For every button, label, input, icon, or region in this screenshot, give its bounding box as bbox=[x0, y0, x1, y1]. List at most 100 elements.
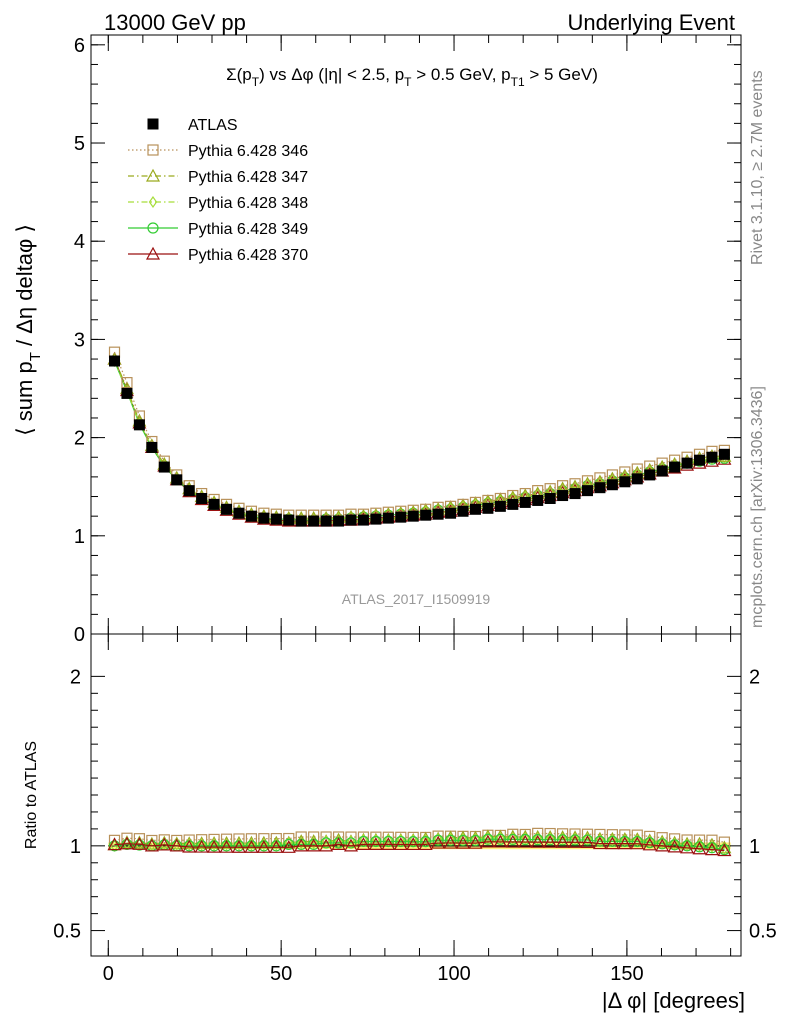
legend-marker bbox=[145, 246, 161, 260]
data-point bbox=[382, 512, 394, 524]
ratio-point bbox=[308, 831, 320, 843]
ratio-point bbox=[508, 832, 518, 845]
header-right: Underlying Event bbox=[567, 10, 735, 35]
ratio-point bbox=[482, 833, 494, 845]
ratio-point bbox=[704, 842, 719, 856]
series-line bbox=[113, 351, 725, 516]
data-point bbox=[283, 514, 295, 526]
ratio-y-tick-label: 0.5 bbox=[53, 921, 81, 943]
data-point bbox=[619, 476, 631, 488]
data-point bbox=[581, 485, 593, 497]
ratio-point bbox=[521, 832, 530, 845]
ratio-series-layer bbox=[107, 827, 732, 857]
ratio-point bbox=[496, 831, 505, 845]
ratio-point bbox=[483, 831, 493, 844]
data-point bbox=[146, 441, 158, 453]
ratio-point bbox=[196, 834, 208, 846]
ratio-point bbox=[406, 837, 421, 851]
ratio-point bbox=[272, 838, 281, 851]
data-point bbox=[544, 492, 556, 504]
data-point bbox=[308, 515, 320, 527]
data-point bbox=[457, 505, 469, 517]
data-point bbox=[171, 474, 183, 486]
ratio-y-tick-label: 1 bbox=[70, 836, 81, 858]
data-point bbox=[569, 488, 581, 500]
ratio-point bbox=[568, 835, 583, 848]
x-tick-label: 150 bbox=[610, 963, 643, 985]
data-point bbox=[357, 514, 369, 526]
main-y-tick-label: 1 bbox=[74, 526, 85, 548]
ratio-point bbox=[119, 836, 134, 850]
x-axis-label: |Δ φ| [degrees] bbox=[602, 988, 745, 1013]
ratio-point bbox=[309, 836, 318, 849]
ratio-point bbox=[605, 836, 620, 850]
ratio-point bbox=[270, 832, 282, 845]
ratio-point bbox=[432, 830, 444, 842]
ratio-point bbox=[183, 834, 195, 846]
ratio-point bbox=[407, 831, 419, 843]
ratio-point bbox=[655, 838, 670, 852]
ratio-point bbox=[157, 837, 172, 851]
ratio-point bbox=[343, 838, 359, 852]
legend-marker bbox=[148, 195, 158, 209]
data-point bbox=[507, 498, 519, 510]
ratio-point bbox=[458, 833, 468, 846]
data-point bbox=[295, 515, 307, 527]
data-point bbox=[121, 387, 133, 399]
legend-label: Pythia 6.428 370 bbox=[188, 247, 308, 264]
ratio-point bbox=[283, 832, 295, 845]
x-tick-label: 50 bbox=[270, 963, 292, 985]
ratio-point bbox=[580, 835, 595, 848]
ratio-point bbox=[259, 838, 269, 851]
ratio-point bbox=[682, 838, 692, 851]
ratio-point bbox=[345, 837, 357, 849]
ratio-point bbox=[207, 839, 222, 853]
data-point bbox=[532, 494, 544, 506]
main-y-tick-label: 4 bbox=[74, 231, 85, 253]
main-y-tick-label: 2 bbox=[74, 428, 85, 450]
ratio-point bbox=[247, 838, 256, 851]
legend-entry: Pythia 6.428 347 bbox=[128, 168, 308, 186]
ratio-point bbox=[370, 831, 382, 843]
ratio-point bbox=[381, 837, 396, 851]
ratio-point bbox=[421, 834, 430, 847]
ratio-point bbox=[319, 838, 334, 852]
ratio-point bbox=[382, 835, 394, 848]
ratio-point bbox=[396, 834, 406, 847]
ratio-y-tick-label: 2 bbox=[70, 666, 81, 688]
ratio-point bbox=[306, 838, 321, 852]
ratio-point bbox=[334, 835, 343, 848]
mcplots-label: mcplots.cern.ch [arXiv:1306.3436] bbox=[749, 386, 766, 628]
legend-label: Pythia 6.428 347 bbox=[188, 169, 308, 186]
ratio-point bbox=[108, 840, 121, 852]
x-tick-label: 0 bbox=[103, 963, 114, 985]
main-y-axis-label: ⟨ sum pT / Δη deltaφ ⟩ bbox=[12, 224, 44, 436]
data-point bbox=[183, 485, 195, 497]
data-point bbox=[196, 492, 208, 504]
ratio-point bbox=[283, 838, 295, 850]
series-atlas bbox=[109, 355, 730, 527]
main-y-tick-label: 6 bbox=[74, 35, 85, 57]
ratio-pythia-6-428-370 bbox=[107, 834, 732, 857]
ratio-point bbox=[320, 837, 332, 849]
ratio-point bbox=[545, 832, 555, 845]
ratio-point bbox=[357, 835, 370, 848]
ratio-point bbox=[608, 834, 617, 847]
main-y-tick-label: 5 bbox=[74, 133, 85, 155]
ratio-point bbox=[107, 837, 122, 851]
ratio-point bbox=[595, 834, 605, 847]
ratio-point bbox=[556, 834, 569, 846]
data-point bbox=[469, 503, 481, 515]
legend-marker bbox=[147, 222, 159, 234]
analysis-watermark: ATLAS_2017_I1509919 bbox=[342, 591, 491, 607]
ratio-point bbox=[444, 834, 457, 846]
legend-label: Pythia 6.428 346 bbox=[188, 143, 308, 160]
ratio-plot-frame bbox=[90, 633, 742, 957]
ratio-point bbox=[594, 835, 606, 847]
ratio-point bbox=[234, 838, 244, 851]
ratio-point bbox=[569, 834, 581, 846]
legend-entry: Pythia 6.428 348 bbox=[128, 195, 308, 212]
ratio-point bbox=[570, 832, 580, 845]
ratio-point bbox=[494, 833, 506, 845]
